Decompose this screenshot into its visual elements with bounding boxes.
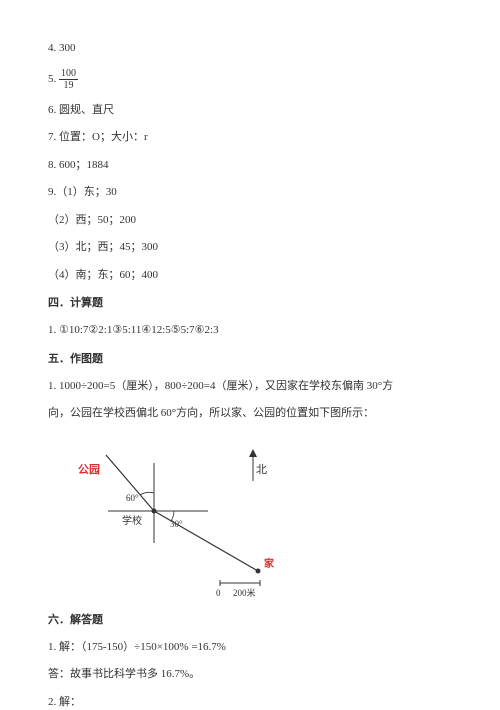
angle30-text: 30° — [170, 519, 183, 529]
fraction-denominator: 19 — [59, 80, 78, 91]
section-5-p1: 1. 1000÷200=5（厘米），800÷200=4（厘米），又因家在学校东偏… — [48, 378, 452, 395]
section-4-title: 四．计算题 — [48, 294, 452, 310]
answer-9-2: （2）西；50；200 — [48, 212, 452, 229]
section-5-p2: 向，公园在学校西偏北 60°方向，所以家、公园的位置如下图所示： — [48, 405, 452, 422]
north-label: 北 — [256, 461, 267, 477]
diagram-container: 公园 北 60° 30° 学校 家 0 200米 — [78, 433, 318, 603]
section-6-p1: 1. 解：（175-150）÷150×100% =16.7% — [48, 639, 452, 656]
section-6-title: 六．解答题 — [48, 611, 452, 627]
origin-dot — [152, 508, 157, 513]
answer-8: 8. 600；1884 — [48, 157, 452, 174]
answer-6: 6. 圆规、直尺 — [48, 102, 452, 119]
angle60-arc — [140, 492, 154, 495]
answer-5-prefix: 5. — [48, 73, 56, 85]
fraction: 100 19 — [59, 68, 78, 91]
answer-9-1: 9.（1）东；30 — [48, 184, 452, 201]
answer-9-3: （3）北；西；45；300 — [48, 239, 452, 256]
answer-4: 4. 300 — [48, 40, 452, 57]
diagram-svg: 60° 30° 学校 家 0 200米 — [78, 433, 318, 603]
section-6-p3: 2. 解： — [48, 694, 452, 710]
section-5-title: 五．作图题 — [48, 350, 452, 366]
section-6-p2: 答：故事书比科学书多 16.7%。 — [48, 666, 452, 683]
home-dot — [256, 568, 261, 573]
scale-value: 200米 — [233, 587, 256, 598]
section-4-content: 1. ①10:7②2:1③5:11④12:5⑤5:7⑥2:3 — [48, 322, 452, 339]
angle60-text: 60° — [126, 493, 139, 503]
north-arrow-head — [249, 449, 257, 457]
scale-zero: 0 — [216, 588, 221, 598]
answer-5: 5. 100 19 — [48, 68, 452, 91]
home-text: 家 — [264, 557, 275, 570]
fraction-numerator: 100 — [59, 68, 78, 80]
answer-9-4: （4）南；东；60；400 — [48, 267, 452, 284]
answer-7: 7. 位置：O；大小：r — [48, 129, 452, 146]
park-label: 公园 — [78, 461, 100, 477]
school-text: 学校 — [122, 514, 142, 527]
